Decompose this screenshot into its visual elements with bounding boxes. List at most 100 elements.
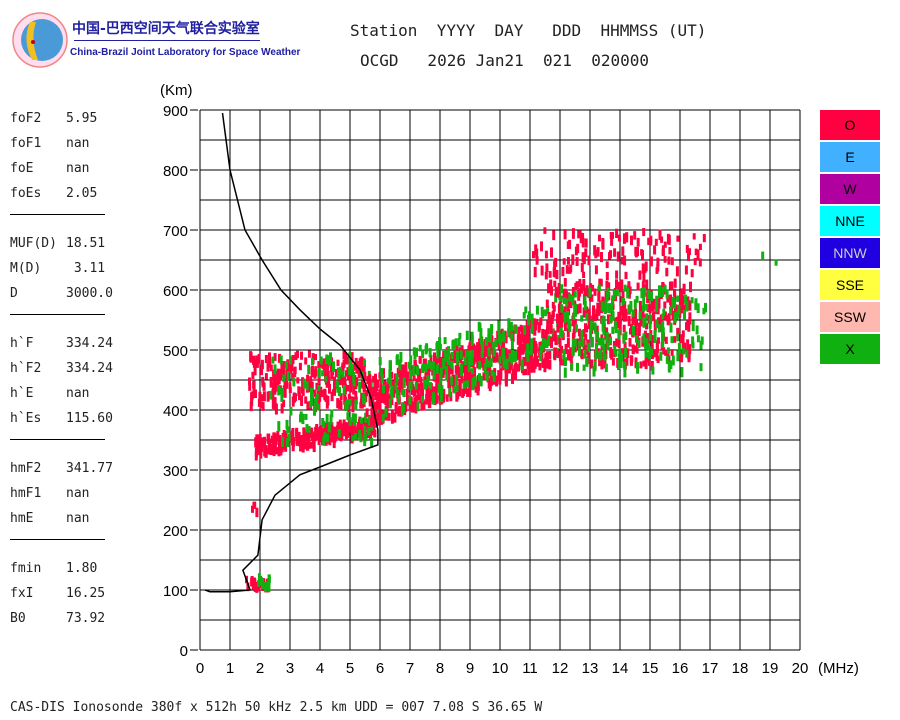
echo-point: [435, 395, 439, 404]
echo-point: [634, 345, 637, 353]
echo-point: [437, 383, 441, 393]
echo-point: [576, 338, 580, 347]
echo-point: [421, 399, 425, 410]
echo-point: [541, 340, 545, 351]
echo-point: [544, 271, 548, 280]
echo-point: [580, 283, 583, 294]
echo-point: [465, 380, 469, 388]
echo-point: [354, 399, 358, 411]
echo-point: [573, 338, 577, 347]
param-value: 3.11: [66, 261, 106, 276]
echo-point: [552, 230, 556, 241]
echo-point: [467, 375, 470, 384]
echo-point: [326, 433, 329, 443]
echo-point: [651, 300, 654, 312]
echo-point: [571, 344, 575, 356]
echo-point: [467, 345, 471, 353]
echo-point: [611, 295, 615, 306]
echo-point: [497, 370, 501, 381]
param-value: nan: [66, 136, 90, 151]
echo-point: [432, 361, 436, 370]
echo-point: [485, 343, 489, 353]
echo-point: [702, 307, 706, 315]
echo-point: [666, 233, 670, 245]
echo-point: [632, 325, 635, 336]
echo-point: [598, 356, 602, 367]
echo-point: [362, 365, 366, 373]
echo-point: [255, 582, 259, 593]
echo-point: [558, 337, 562, 347]
echo-point: [372, 387, 376, 395]
echo-point: [540, 306, 544, 316]
echo-point: [277, 377, 281, 385]
echo-point: [528, 354, 532, 366]
echo-point: [596, 247, 600, 257]
echo-point: [457, 367, 460, 377]
echo-point: [388, 369, 392, 379]
echo-point: [315, 424, 319, 431]
echo-point: [507, 318, 511, 330]
echo-point: [631, 309, 635, 317]
echo-point: [478, 373, 481, 382]
echo-point: [599, 300, 603, 308]
echo-point: [298, 393, 301, 401]
echo-point: [541, 328, 545, 339]
echo-point: [641, 281, 645, 292]
echo-point: [485, 370, 489, 381]
x-tick-label: 18: [732, 660, 749, 677]
echo-point: [445, 365, 449, 374]
echo-point: [267, 581, 271, 592]
echo-point: [582, 307, 586, 318]
echo-point: [485, 358, 489, 367]
echo-point: [285, 419, 289, 430]
echo-point: [488, 341, 492, 351]
echo-point: [507, 328, 511, 338]
echo-point: [346, 384, 350, 392]
echo-point: [416, 385, 420, 393]
echo-point: [673, 336, 677, 343]
echo-point: [526, 330, 530, 340]
echo-point: [610, 236, 614, 246]
echo-point: [576, 362, 579, 372]
echo-point: [685, 300, 689, 312]
echo-point: [519, 337, 523, 346]
echo-point: [619, 305, 623, 314]
echo-point: [679, 291, 682, 301]
echo-point: [329, 414, 333, 425]
echo-point: [440, 391, 443, 403]
echo-point: [582, 271, 586, 279]
echo-point: [255, 507, 259, 518]
echo-point: [303, 441, 307, 450]
echo-point: [251, 371, 255, 379]
echo-point: [467, 356, 471, 366]
echo-point: [341, 370, 345, 378]
echo-point: [613, 345, 617, 354]
echo-point: [653, 319, 657, 328]
echo-point: [252, 382, 256, 393]
echo-point: [364, 434, 368, 441]
echo-point: [549, 279, 553, 291]
echo-point: [535, 305, 539, 315]
echo-point: [263, 448, 267, 455]
echo-point: [527, 314, 530, 326]
echo-point: [585, 312, 589, 321]
echo-point: [508, 362, 512, 372]
echo-point: [399, 351, 403, 363]
echo-point: [605, 280, 609, 291]
echo-point: [584, 287, 588, 297]
echo-point: [370, 412, 374, 421]
echo-point: [529, 346, 533, 356]
echo-point: [428, 348, 432, 358]
echo-point: [505, 358, 509, 370]
echo-point: [662, 308, 666, 316]
echo-point: [504, 336, 508, 344]
echo-point: [272, 432, 276, 444]
echo-point: [578, 340, 582, 347]
echo-point: [447, 346, 451, 357]
echo-point: [282, 430, 286, 441]
echo-point: [327, 422, 331, 433]
echo-point: [641, 263, 645, 274]
echo-point: [547, 335, 551, 347]
echo-point: [546, 351, 549, 360]
lab-name-chinese: 中国-巴西空间天气联合实验室: [72, 21, 260, 37]
